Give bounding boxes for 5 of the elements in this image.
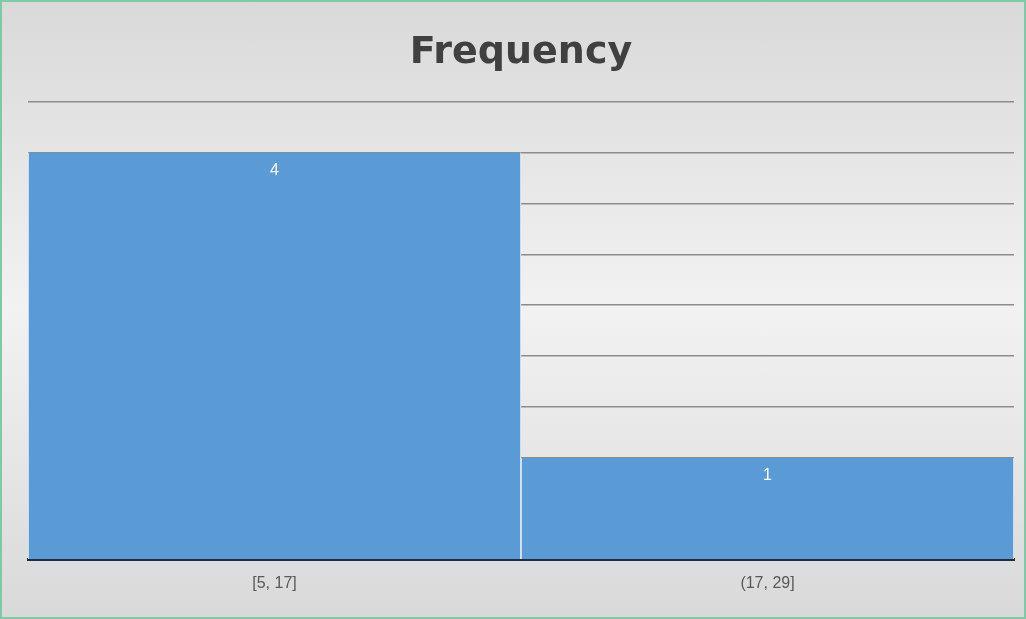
data-label: 4 [270, 160, 280, 178]
chart-title: Frequency [409, 27, 633, 72]
x-tick-label: [5, 17] [252, 573, 297, 591]
data-label: 1 [763, 466, 773, 484]
x-tick-label: (17, 29] [740, 573, 795, 591]
